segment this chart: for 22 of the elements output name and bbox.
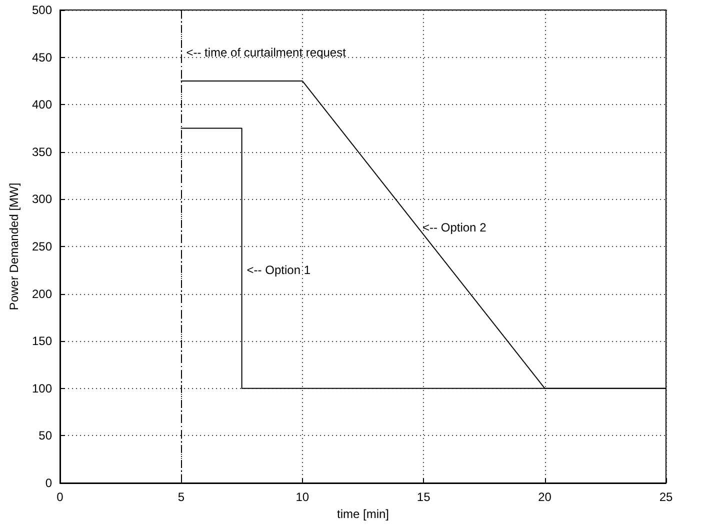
annotation: <-- Option 1 — [246, 263, 311, 278]
x-tick-label: 15 — [416, 490, 431, 504]
y-tick-label: 300 — [32, 192, 52, 206]
x-tick-label: 5 — [178, 490, 185, 504]
y-tick-label: 400 — [32, 98, 52, 112]
y-tick-label: 100 — [32, 381, 52, 396]
x-tick-label: 10 — [296, 490, 310, 504]
y-tick-label: 450 — [32, 50, 52, 64]
y-tick-label: 150 — [32, 334, 52, 348]
y-tick-label: 50 — [38, 428, 52, 443]
annotation: <-- time of curtailment request — [186, 46, 347, 60]
y-tick-label: 200 — [32, 286, 52, 301]
y-tick-label: 0 — [45, 476, 52, 490]
x-axis-title: time [min] — [336, 506, 390, 521]
y-axis-title: Power Demanded [MW] — [7, 182, 21, 310]
x-tick-label: 0 — [56, 490, 64, 504]
x-tick-label: 20 — [538, 490, 552, 504]
y-tick-label: 250 — [32, 240, 52, 254]
annotation: <-- Option 2 — [422, 220, 487, 235]
x-tick-label: 25 — [659, 490, 673, 504]
y-tick-label: 500 — [32, 3, 52, 17]
y-tick-label: 350 — [32, 144, 52, 159]
